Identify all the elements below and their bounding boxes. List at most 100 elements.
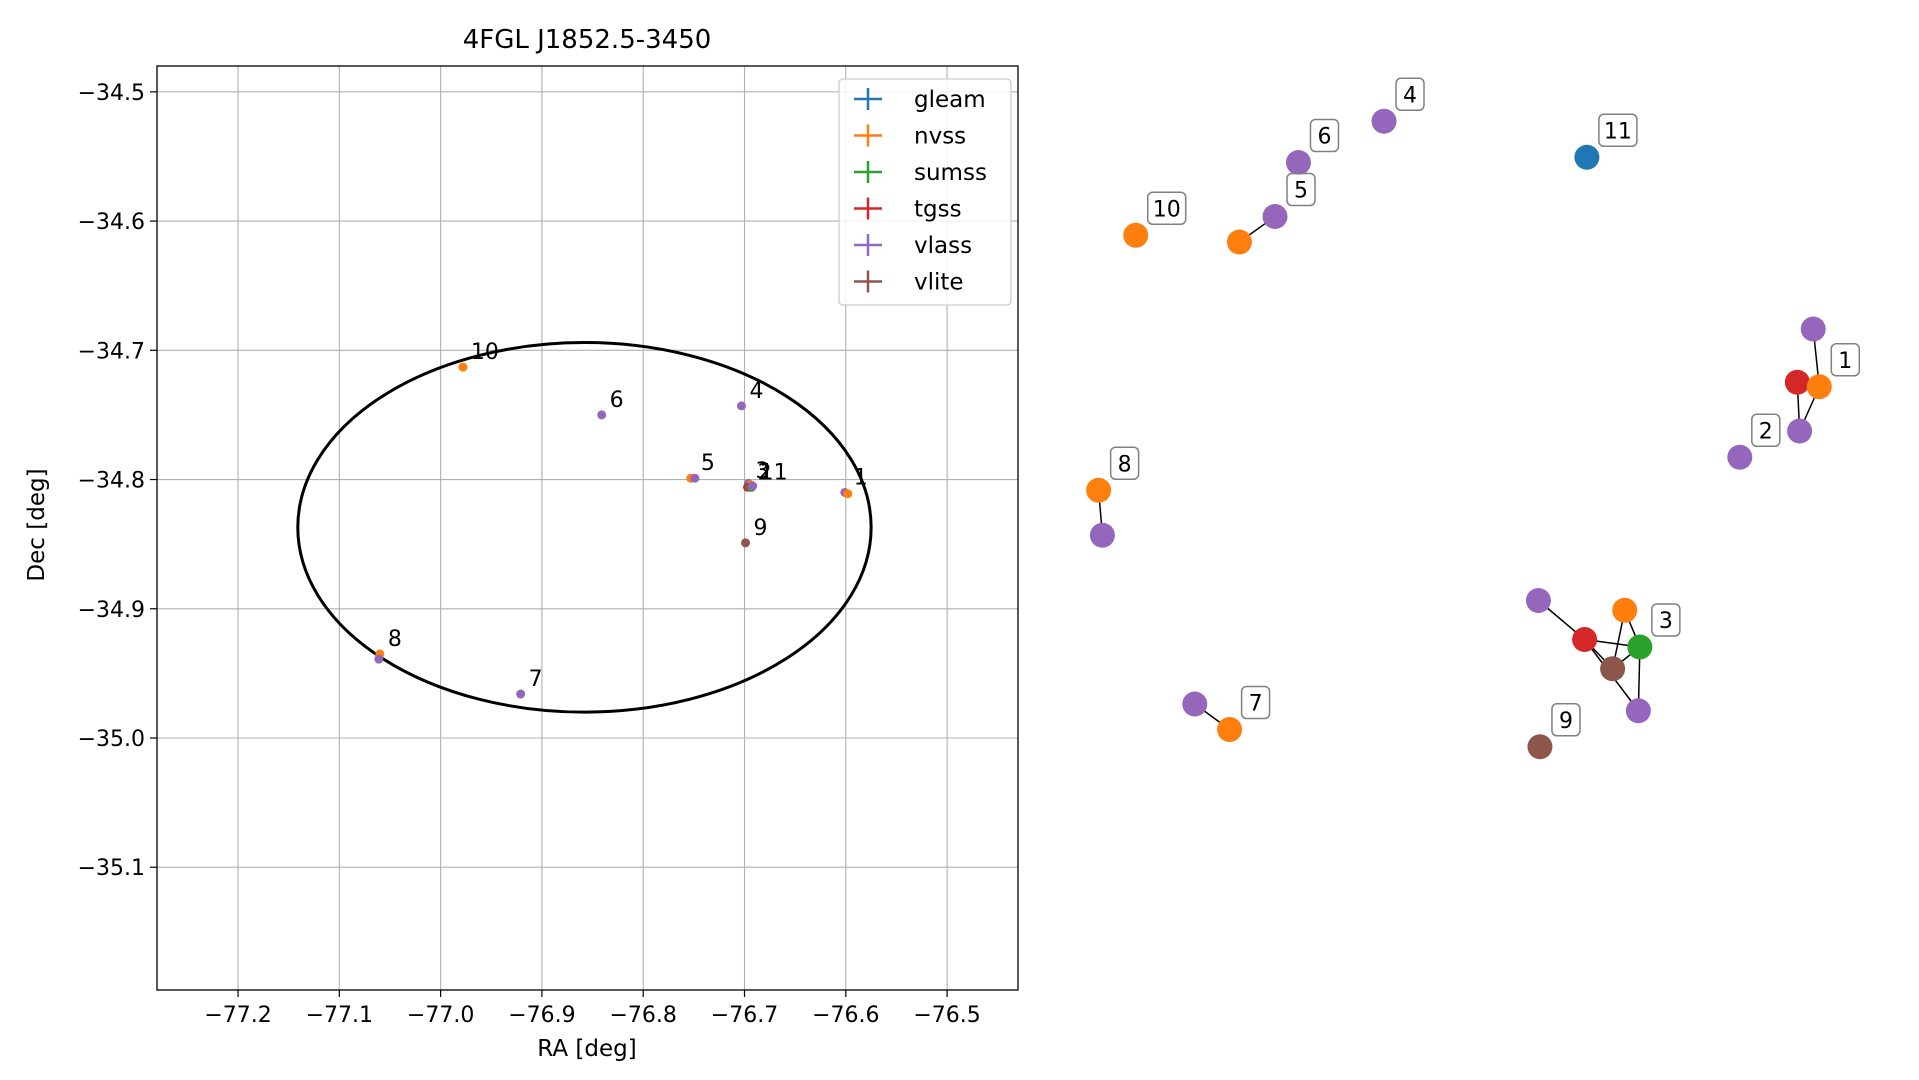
network-node-nvss — [1612, 597, 1638, 623]
network-node-gleam — [1574, 144, 1600, 170]
node-label-box — [1286, 172, 1316, 207]
y-tick-label: −34.6 — [78, 210, 145, 235]
node-label: 5 — [1294, 179, 1308, 204]
source-label: 7 — [529, 667, 543, 692]
point-vlass — [736, 401, 746, 411]
network-node-nvss — [1123, 222, 1149, 248]
node-label: 9 — [1559, 709, 1573, 734]
node-label-box — [1240, 685, 1271, 720]
node-label-box — [1395, 77, 1425, 111]
x-tick-label: −76.9 — [508, 1003, 575, 1028]
source-label: 9 — [754, 516, 768, 541]
network-node-tgss — [1572, 627, 1598, 652]
x-tick-label: −76.8 — [610, 1003, 677, 1028]
y-axis-label: Dec [deg] — [24, 468, 50, 581]
node-label-box — [1751, 413, 1781, 447]
network-node-sumss — [1627, 634, 1653, 660]
grid — [157, 66, 1018, 990]
source-label: 6 — [610, 388, 624, 413]
legend-label-nvss: nvss — [914, 124, 966, 150]
network-node-vlite — [1527, 734, 1553, 760]
source-label: 5 — [701, 451, 715, 476]
point-nvss — [458, 362, 468, 372]
source-label: 1 — [854, 465, 868, 490]
network-node-vlass — [1800, 316, 1826, 342]
node-label: 3 — [1659, 609, 1673, 634]
node-label-box — [1651, 603, 1681, 637]
source-label: 8 — [388, 627, 402, 652]
x-tick-label: −77.1 — [306, 1003, 373, 1028]
point-vlass — [374, 654, 384, 664]
y-tick-label: −34.9 — [78, 598, 145, 623]
network-node-labels: 4 11 6 10 5 1 2 8 3 7 9 — [1109, 77, 1861, 737]
legend-label-gleam: gleam — [914, 87, 986, 113]
legend: gleam nvss sumss tgss vlass vlite — [838, 78, 1012, 306]
node-label-box — [1309, 118, 1340, 153]
source-label: 11 — [760, 460, 788, 485]
y-tick-label: −34.7 — [78, 339, 145, 364]
cross-match-network: 4 11 6 10 5 1 2 8 3 7 9 — [1086, 77, 1861, 760]
node-label: 7 — [1249, 692, 1263, 717]
data-points — [374, 362, 853, 699]
y-tick-label: −34.8 — [78, 469, 145, 494]
point-vlass — [690, 473, 700, 483]
error-ellipse-layer — [296, 341, 873, 714]
network-node-vlass — [1285, 150, 1311, 175]
x-axis-ticks: −77.2 −77.1 −77.0 −76.9 −76.8 −76.7 −76.6 −76.5 — [204, 990, 981, 1028]
node-label: 11 — [1604, 119, 1632, 144]
node-label-box — [1830, 343, 1861, 377]
node-label-box — [1146, 191, 1187, 225]
error-ellipse — [296, 341, 873, 714]
point-nvss — [843, 489, 853, 499]
x-tick-label: −76.6 — [812, 1003, 879, 1028]
network-node-nvss — [1086, 477, 1112, 503]
network-node-nvss — [1226, 229, 1252, 255]
legend-label-vlass: vlass — [914, 233, 972, 259]
network-edges — [1097, 215, 1821, 731]
network-node-vlass — [1371, 108, 1397, 134]
node-label-box — [1551, 703, 1581, 737]
network-node-tgss — [1784, 369, 1810, 395]
source-label: 2 — [758, 460, 772, 485]
network-node-vlass — [1787, 418, 1813, 444]
network-node-nvss — [1217, 717, 1243, 742]
legend-label-sumss: sumss — [914, 160, 987, 186]
network-node-vlass — [1182, 691, 1208, 717]
legend-label-tgss: tgss — [914, 197, 962, 223]
network-node-vlass — [1727, 444, 1753, 470]
y-tick-label: −35.1 — [78, 856, 145, 881]
point-vlass — [516, 689, 526, 699]
network-node-vlass — [1625, 698, 1651, 724]
point-vlass — [748, 481, 758, 491]
y-tick-label: −34.5 — [78, 81, 145, 106]
x-axis-label: RA [deg] — [537, 1036, 636, 1062]
source-label: 4 — [749, 379, 763, 404]
y-axis-ticks: −34.5 −34.6 −34.7 −34.8 −34.9 −35.0 −35.1 — [78, 81, 157, 881]
network-nodes — [1086, 108, 1832, 760]
node-label: 10 — [1153, 197, 1181, 222]
node-label: 1 — [1838, 349, 1852, 374]
node-label-box — [1109, 446, 1140, 480]
network-node-vlite — [1600, 656, 1626, 682]
point-vlite — [741, 538, 751, 548]
y-tick-label: −35.0 — [78, 727, 145, 752]
node-label-box — [1598, 113, 1638, 147]
legend-label-vlite: vlite — [914, 270, 964, 296]
source-label: 3 — [756, 459, 770, 484]
network-node-vlass — [1525, 588, 1551, 613]
network-node-vlass — [1089, 522, 1115, 548]
x-tick-label: −77.2 — [204, 1003, 271, 1028]
source-label: 10 — [471, 340, 499, 365]
point-vlass — [597, 410, 607, 420]
node-label: 8 — [1118, 452, 1132, 477]
node-label: 2 — [1759, 419, 1773, 444]
node-label: 4 — [1403, 83, 1417, 108]
x-tick-label: −76.7 — [711, 1003, 778, 1028]
network-node-vlass — [1262, 204, 1288, 229]
chart-title: 4FGL J1852.5-3450 — [463, 25, 712, 55]
x-tick-label: −76.5 — [913, 1003, 980, 1028]
network-node-nvss — [1806, 374, 1832, 400]
